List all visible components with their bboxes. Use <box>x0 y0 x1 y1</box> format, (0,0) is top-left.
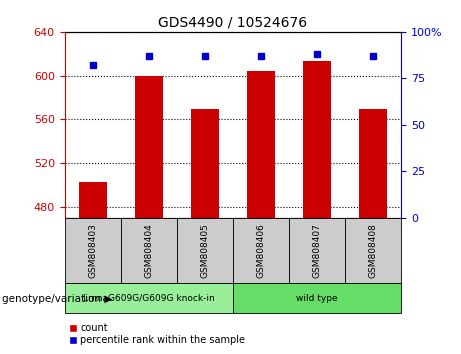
Text: GSM808407: GSM808407 <box>313 223 321 278</box>
Bar <box>233 283 401 313</box>
Text: genotype/variation ▶: genotype/variation ▶ <box>2 294 112 304</box>
Bar <box>65 218 121 283</box>
Bar <box>345 218 401 283</box>
Text: GSM808403: GSM808403 <box>88 223 97 278</box>
Bar <box>289 218 345 283</box>
Text: GSM808405: GSM808405 <box>200 223 209 278</box>
Bar <box>135 76 163 218</box>
Text: wild type: wild type <box>296 294 338 303</box>
Bar <box>65 283 233 313</box>
Bar <box>78 182 106 218</box>
Bar <box>233 218 289 283</box>
Text: GSM808406: GSM808406 <box>256 223 266 278</box>
Title: GDS4490 / 10524676: GDS4490 / 10524676 <box>158 15 307 29</box>
Bar <box>177 218 233 283</box>
Text: GSM808408: GSM808408 <box>368 223 378 278</box>
Bar <box>191 109 219 218</box>
Bar <box>359 109 387 218</box>
Bar <box>121 218 177 283</box>
Bar <box>303 61 331 218</box>
Legend: count, percentile rank within the sample: count, percentile rank within the sample <box>65 319 249 349</box>
Text: LmnaG609G/G609G knock-in: LmnaG609G/G609G knock-in <box>83 294 214 303</box>
Bar <box>247 71 275 218</box>
Text: GSM808404: GSM808404 <box>144 223 153 278</box>
